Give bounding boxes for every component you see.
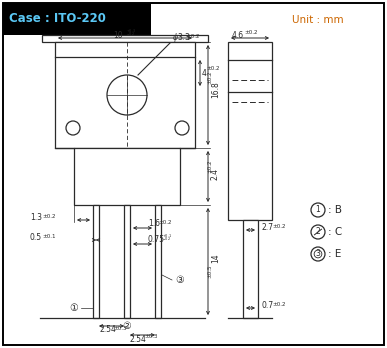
Bar <box>3 3 151 35</box>
Bar <box>74 148 180 205</box>
Text: 3: 3 <box>315 250 320 259</box>
Text: ±0.5: ±0.5 <box>207 265 212 278</box>
Text: ±0.1: ±0.1 <box>42 234 55 238</box>
Text: ±0.2: ±0.2 <box>244 31 257 35</box>
Text: : C: : C <box>328 227 342 237</box>
Text: 2.54: 2.54 <box>99 325 116 334</box>
Circle shape <box>311 203 325 217</box>
Text: ③: ③ <box>176 275 184 285</box>
Circle shape <box>66 121 80 135</box>
Text: ±0.2: ±0.2 <box>207 70 212 84</box>
Text: 2.54: 2.54 <box>130 334 147 343</box>
Text: ±0.2: ±0.2 <box>272 301 286 307</box>
Bar <box>93 205 99 318</box>
Text: ①: ① <box>70 303 79 313</box>
Text: 1: 1 <box>316 206 320 214</box>
Text: 0.7: 0.7 <box>261 301 273 310</box>
Text: ±0.3: ±0.3 <box>144 334 158 340</box>
Text: : B: : B <box>328 205 342 215</box>
Text: $^{+0.3}_{-0.2}$: $^{+0.3}_{-0.2}$ <box>126 27 136 38</box>
Text: : E: : E <box>328 249 341 259</box>
Text: ±0.2: ±0.2 <box>158 220 171 224</box>
Text: 1.3: 1.3 <box>30 214 42 222</box>
Text: ±0.3: ±0.3 <box>113 325 127 331</box>
Circle shape <box>107 75 147 115</box>
Bar <box>155 205 161 318</box>
Text: 14: 14 <box>211 254 220 263</box>
Text: 0.5: 0.5 <box>30 234 42 243</box>
Text: Unit : mm: Unit : mm <box>292 15 344 25</box>
Text: ±0.2: ±0.2 <box>207 160 212 173</box>
Text: ②: ② <box>123 321 131 331</box>
Text: 4.6: 4.6 <box>232 31 244 40</box>
Text: 2.4: 2.4 <box>211 167 220 180</box>
Bar <box>243 220 258 318</box>
Text: ±0.2: ±0.2 <box>42 214 55 219</box>
Circle shape <box>311 247 325 261</box>
Text: 0.75: 0.75 <box>148 236 165 245</box>
Text: $^{+0.1}_{-0.2}$: $^{+0.1}_{-0.2}$ <box>162 232 172 243</box>
Text: 1.6: 1.6 <box>148 220 160 229</box>
Text: 4: 4 <box>202 69 207 78</box>
Circle shape <box>175 121 189 135</box>
Text: $\phi$3.3: $\phi$3.3 <box>172 32 190 45</box>
Bar <box>42 35 208 42</box>
Circle shape <box>311 225 325 239</box>
Text: Case : ITO-220: Case : ITO-220 <box>9 13 106 25</box>
Text: ±0.2: ±0.2 <box>206 66 219 71</box>
Text: ±0.2: ±0.2 <box>186 33 200 39</box>
Circle shape <box>314 250 322 258</box>
Text: 10: 10 <box>113 31 123 40</box>
Bar <box>55 42 195 148</box>
Bar <box>124 205 130 318</box>
Bar <box>228 42 272 220</box>
Text: 2.7: 2.7 <box>261 223 273 232</box>
Text: 16.8: 16.8 <box>211 82 220 98</box>
Text: ±0.2: ±0.2 <box>272 223 286 229</box>
Text: 2: 2 <box>316 228 320 237</box>
